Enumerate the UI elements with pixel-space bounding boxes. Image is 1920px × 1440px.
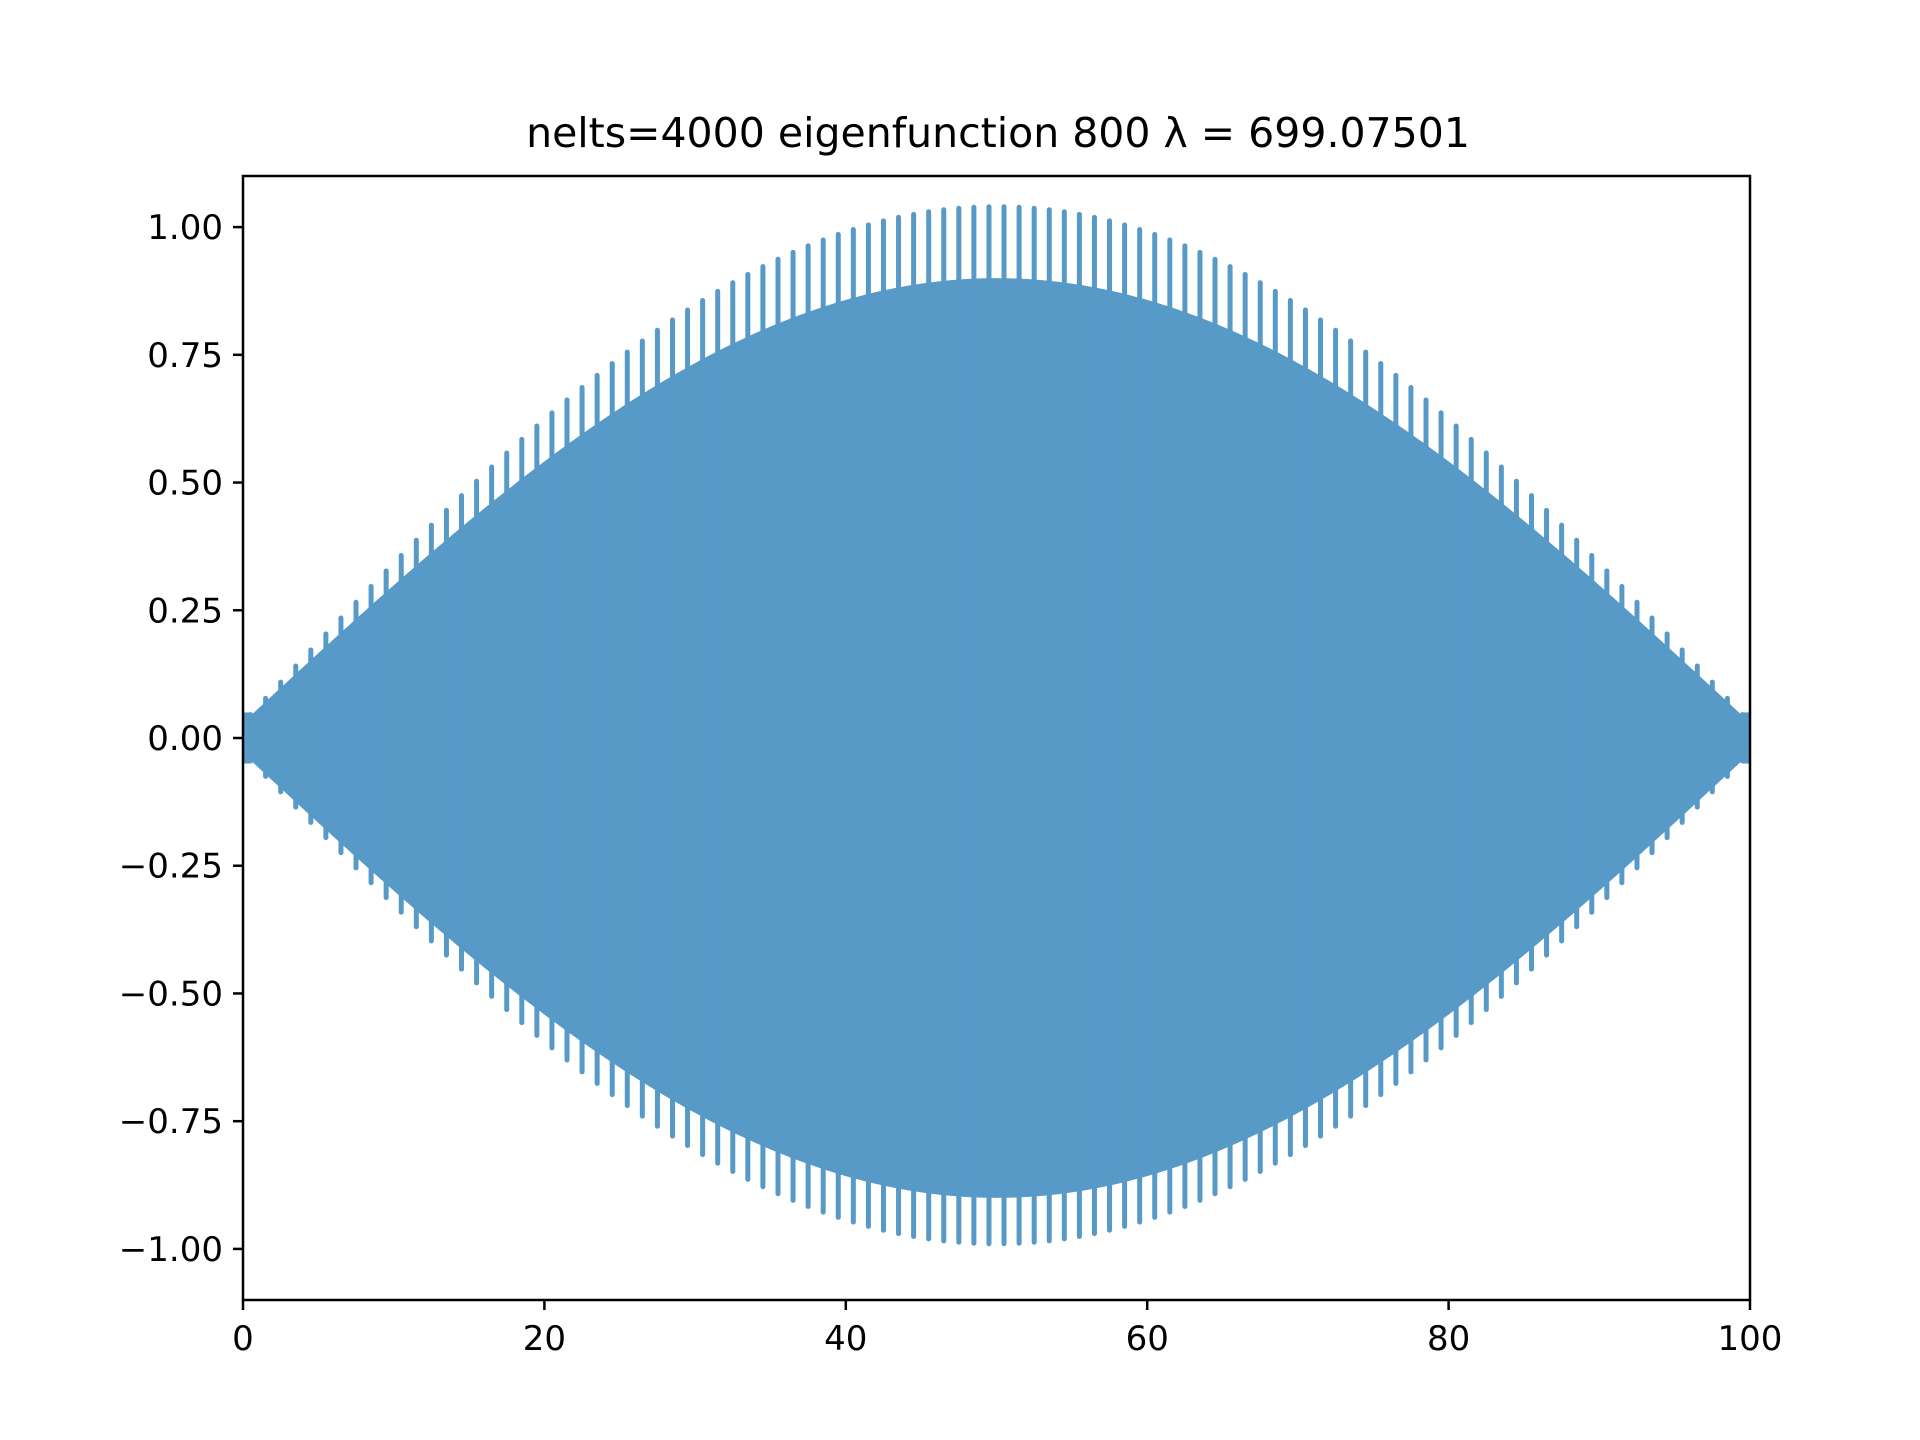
plot-area <box>243 204 1750 1247</box>
y-tick-label: 0.75 <box>147 336 223 376</box>
y-tick-label: 0.00 <box>147 719 223 759</box>
x-tick-label: 40 <box>824 1319 867 1359</box>
x-tick-label: 100 <box>1718 1319 1783 1359</box>
y-tick-label: −1.00 <box>119 1230 223 1270</box>
eigenfunction-band <box>243 278 1750 1198</box>
y-tick-label: 0.25 <box>147 591 223 631</box>
x-tick-label: 0 <box>232 1319 254 1359</box>
y-tick-label: 0.50 <box>147 464 223 504</box>
y-axis: 1.00 0.75 0.50 0.25 0.00 −0.25 −0.50 −0.75 −1.00 <box>119 208 243 1270</box>
x-axis: 0 20 40 60 80 100 <box>232 1300 1782 1359</box>
x-tick-label: 60 <box>1126 1319 1169 1359</box>
y-tick-label: 1.00 <box>147 208 223 248</box>
chart-title: nelts=4000 eigenfunction 800 λ = 699.075… <box>526 109 1470 157</box>
eigenfunction-endpoint <box>243 712 251 764</box>
y-tick-label: −0.75 <box>119 1102 223 1142</box>
x-tick-label: 80 <box>1427 1319 1470 1359</box>
x-tick-label: 20 <box>523 1319 566 1359</box>
y-tick-label: −0.25 <box>119 847 223 887</box>
y-tick-label: −0.50 <box>119 974 223 1014</box>
eigenfunction-endpoint <box>1742 712 1750 764</box>
